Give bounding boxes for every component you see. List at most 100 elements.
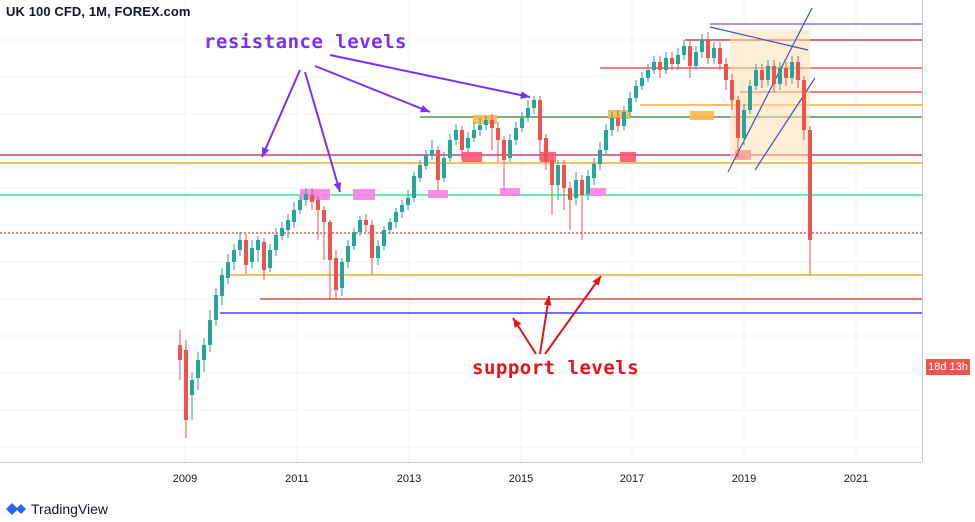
candle-body [436, 150, 440, 180]
candle-body [322, 210, 326, 222]
candle-body [742, 110, 746, 138]
chart-title: UK 100 CFD, 1M, FOREX.com [6, 4, 191, 19]
x-tick-label: 2021 [844, 473, 868, 485]
candle-body [622, 112, 626, 126]
resistance-arrow [304, 71, 341, 193]
candle-body [226, 262, 230, 278]
candle-body [700, 40, 704, 52]
candle-body [790, 62, 794, 78]
candle-body [466, 138, 470, 148]
candle-body [508, 140, 512, 158]
candle-body [412, 176, 416, 198]
candle-body [706, 40, 710, 58]
candle-body [718, 48, 722, 64]
candle-body [682, 46, 686, 55]
zone-box [590, 188, 606, 196]
channel-fill [730, 30, 810, 160]
candle-body [694, 52, 698, 66]
candle-body [274, 235, 278, 250]
candle-body [340, 262, 344, 288]
candle-body [346, 246, 350, 262]
candle-body [220, 275, 224, 296]
candle-body [568, 188, 572, 200]
resistance-arrowhead [520, 91, 530, 99]
zone-box [500, 188, 520, 196]
zone-box [300, 189, 330, 200]
candle-body [544, 138, 548, 162]
candle-body [574, 180, 578, 198]
candle-body [646, 70, 650, 78]
candle-body [394, 212, 398, 222]
candle-body [292, 210, 296, 222]
candle-body [208, 320, 212, 345]
candle-body [808, 130, 812, 240]
zone-box [462, 152, 482, 162]
resistance-arrowhead [262, 147, 270, 157]
candle-body [538, 100, 542, 140]
candle-body [262, 242, 266, 270]
candle-body [754, 70, 758, 86]
channel-line [709, 26, 809, 51]
price-axis[interactable] [922, 0, 975, 462]
support-label: support levels [472, 357, 640, 379]
x-tick-label: 2009 [173, 473, 197, 485]
candle-body [592, 164, 596, 178]
candle-body [640, 78, 644, 86]
candle-body [238, 240, 242, 250]
candle-body [730, 80, 734, 100]
candle-body [784, 68, 788, 78]
candle-body [178, 345, 182, 360]
candle-body [202, 345, 206, 360]
candle-body [352, 232, 356, 246]
candle-body [526, 108, 530, 118]
candle-body [232, 250, 236, 262]
candle-body [418, 165, 422, 178]
time-axis[interactable] [0, 462, 922, 493]
candle-body [520, 118, 524, 128]
zone-box [608, 110, 630, 119]
candle-body [376, 246, 380, 258]
resistance-arrow [329, 54, 531, 98]
resistance-arrowhead [333, 182, 342, 192]
candle-body [652, 62, 656, 70]
channel-line [727, 7, 813, 173]
candle-body [676, 55, 680, 64]
candle-body [670, 58, 674, 64]
candle-body [310, 195, 314, 202]
x-tick-label: 2011 [285, 473, 309, 485]
candle-body [382, 230, 386, 246]
candle-body [442, 158, 446, 178]
zone-box [690, 111, 714, 120]
candle-body [550, 160, 554, 185]
candle-body [388, 222, 392, 230]
brand-label: TradingView [31, 501, 109, 517]
candle-body [664, 58, 668, 70]
candle-body [496, 128, 500, 140]
candle-body [364, 220, 368, 225]
tradingview-brand[interactable]: TradingView [6, 499, 108, 519]
candle-body [562, 165, 566, 188]
candle-body [196, 360, 200, 378]
candle-body [316, 200, 320, 210]
candle-body [802, 80, 806, 130]
candle-body [736, 100, 740, 138]
candle-body [484, 120, 488, 125]
countdown-badge: 18d 13h [926, 359, 970, 375]
candle-body [298, 200, 302, 210]
candle-body [604, 130, 608, 150]
candle-body [760, 70, 764, 80]
candle-body [586, 176, 590, 194]
zone-box [428, 190, 448, 198]
candle-body [472, 130, 476, 138]
candle-body [688, 46, 692, 66]
candle-body [280, 228, 284, 236]
candle-body [244, 240, 248, 265]
candle-body [502, 140, 506, 160]
candle-body [406, 198, 410, 205]
candle-body [796, 62, 800, 80]
candle-body [556, 165, 560, 185]
candle-body [250, 248, 254, 262]
candle-body [628, 98, 632, 112]
